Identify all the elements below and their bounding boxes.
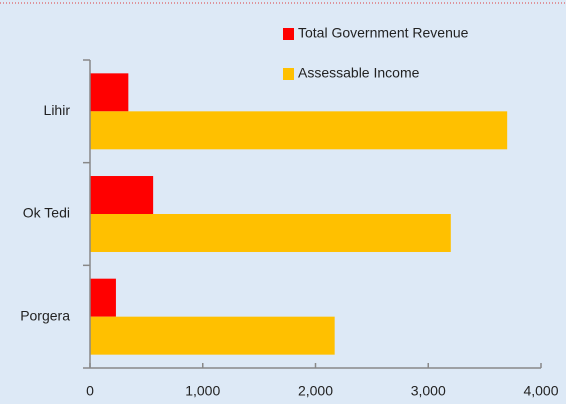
bar	[90, 278, 116, 317]
bar	[90, 111, 508, 150]
y-tick-label: Porgera	[20, 307, 70, 323]
x-tick-label: 0	[86, 383, 94, 399]
y-tick-label: Ok Tedi	[23, 205, 70, 221]
legend-label: Total Government Revenue	[298, 25, 469, 41]
bar	[90, 73, 129, 112]
x-tick-label: 3,000	[411, 383, 446, 399]
x-tick-label: 1,000	[185, 383, 220, 399]
legend-swatch	[283, 28, 294, 40]
bar	[90, 316, 335, 355]
legend-label: Assessable Income	[298, 65, 420, 81]
bar	[90, 214, 451, 252]
y-tick-label: Lihir	[44, 102, 71, 118]
x-tick-label: 4,000	[523, 383, 558, 399]
x-tick-label: 2,000	[298, 383, 333, 399]
bar	[90, 176, 154, 214]
legend-swatch	[283, 68, 294, 80]
